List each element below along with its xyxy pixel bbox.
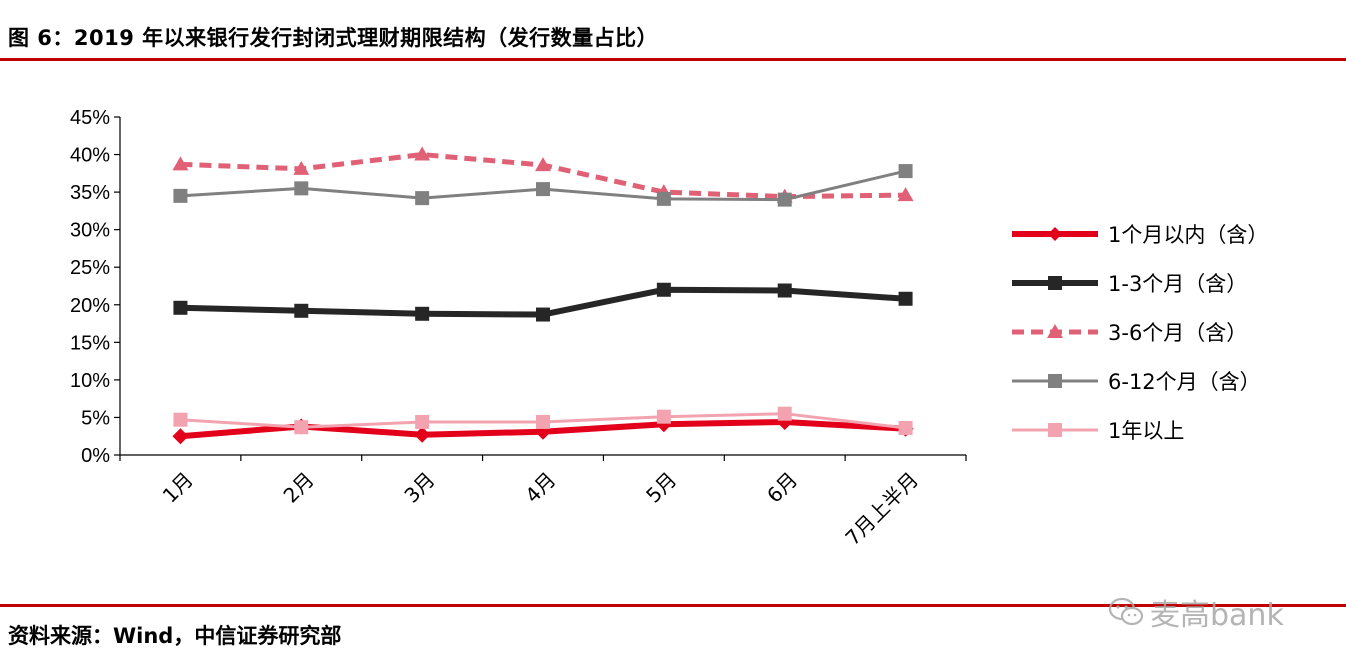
data-point [898,164,913,179]
x-tick-label: 4月 [520,467,560,507]
legend-item-1: 1-3个月（含） [1012,272,1247,296]
data-point [898,291,913,306]
wechat-icon [1108,597,1144,626]
data-point [294,420,309,435]
data-point [172,156,189,171]
data-point [656,282,671,297]
y-tick-label: 20% [70,295,110,317]
data-point [173,300,188,315]
data-point [414,146,431,161]
data-point [294,303,309,318]
data-point [414,426,431,443]
x-tick-label: 1月 [158,467,198,507]
x-tick-label: 3月 [399,467,439,507]
legend-marker [1048,423,1062,437]
x-tick-label: 7月上半月 [840,467,923,550]
data-point [415,306,430,321]
watermark-text: 麦高bank [1150,598,1284,633]
legend-marker [1048,374,1062,388]
data-point [173,188,188,203]
data-point [898,420,913,435]
y-tick-label: 0% [81,445,110,467]
series-lines [172,146,914,445]
legend-label: 1-3个月（含） [1108,272,1247,296]
legend-label: 1个月以内（含） [1108,223,1268,247]
figure-title: 图 6：2019 年以来银行发行封闭式理财期限结构（发行数量占比） [8,26,659,50]
legend-item-0: 1个月以内（含） [1012,223,1268,247]
data-point [415,191,430,206]
x-tick-label: 5月 [641,467,681,507]
data-point [656,191,671,206]
legend-label: 6-12个月（含） [1108,370,1261,394]
top-divider [0,58,1346,61]
data-point [173,412,188,427]
data-point [536,414,550,429]
legend-marker [1048,227,1062,241]
y-tick-label: 45% [70,107,110,129]
bottom-divider [0,604,1346,607]
data-point [293,160,310,175]
legend-item-4: 1年以上 [1012,419,1184,443]
x-tick-label: 2月 [279,467,319,507]
legend-label: 3-6个月（含） [1108,321,1247,345]
y-tick-label: 25% [70,257,110,279]
data-point [172,428,189,445]
y-tick-label: 30% [70,220,110,242]
legend-item-3: 6-12个月（含） [1012,370,1261,394]
data-point [294,181,309,196]
data-point [777,192,792,207]
y-tick-label: 40% [70,145,110,167]
data-point [777,406,792,421]
data-point [777,283,792,298]
legend-label: 1年以上 [1108,419,1184,443]
data-point [536,307,550,322]
source-note: 资料来源：Wind，中信证券研究部 [8,624,342,648]
line-chart: 0% 5% 10% 15% 20% 25% 30% 35% 40% 45% 1月 2月 3月 4月 5月 6… [70,107,1268,550]
watermark: 麦高bank [1108,592,1284,633]
series-4 [173,406,913,435]
x-tick-label: 6月 [762,467,802,507]
y-tick-label: 10% [70,370,110,392]
data-point [897,187,914,202]
data-point [536,182,550,197]
y-axis-ticks: 0% 5% 10% 15% 20% 25% 30% 35% 40% 45% [70,107,120,467]
data-point [415,414,430,429]
y-tick-label: 5% [81,407,110,429]
series-1 [173,282,913,322]
data-point [656,409,671,424]
series-3 [173,164,913,207]
legend-marker [1047,324,1063,338]
legend-marker [1048,276,1062,290]
y-tick-label: 15% [70,332,110,354]
x-axis-ticks: 1月 2月 3月 4月 5月 6月 7月上半月 [119,455,967,550]
legend: 1个月以内（含） 1-3个月（含） 3-6个月（含） 6-12个月（含） 1年以上 [1012,223,1268,443]
data-point [535,157,551,172]
axes [119,117,966,456]
y-tick-label: 35% [70,182,110,204]
legend-item-2: 3-6个月（含） [1012,321,1247,345]
